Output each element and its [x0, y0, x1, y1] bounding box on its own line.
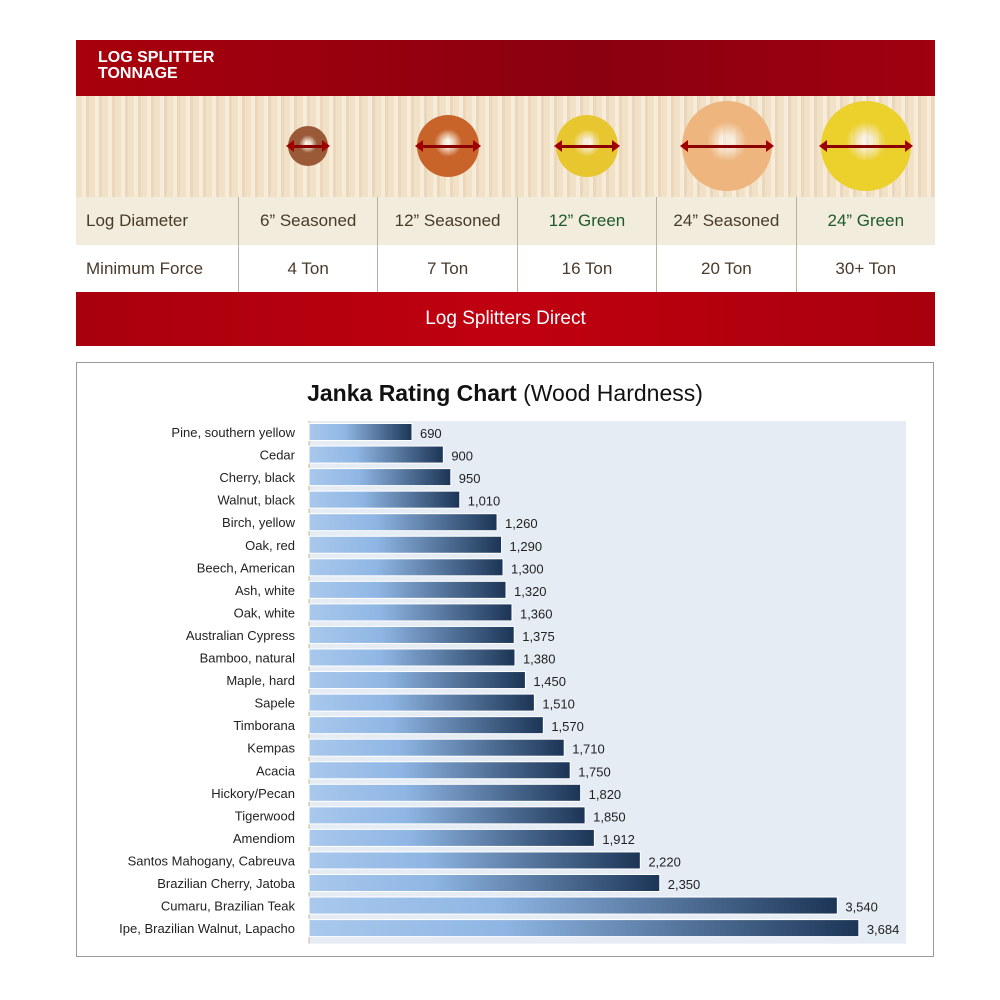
- category-label: Santos Mahogany, Cabreuva: [128, 853, 296, 868]
- category-label: Amendiom: [233, 831, 295, 846]
- data-label: 1,375: [522, 629, 555, 644]
- data-label: 1,010: [468, 494, 501, 509]
- data-label: 1,450: [533, 674, 566, 689]
- diameter-cell: 24” Green: [795, 197, 935, 245]
- category-label: Bamboo, natural: [200, 651, 296, 666]
- category-label: Ipe, Brazilian Walnut, Lapacho: [119, 921, 295, 936]
- chart-title: Janka Rating Chart (Wood Hardness): [77, 380, 933, 407]
- header-line-2: TONNAGE: [98, 65, 178, 82]
- bar: [308, 558, 504, 577]
- log-splitter-tonnage-panel: LOG SPLITTER TONNAGE Log Diameter 6” Sea…: [76, 40, 935, 346]
- bar: [308, 738, 565, 757]
- bar: [308, 423, 413, 441]
- data-label: 1,750: [578, 764, 611, 779]
- data-label: 2,220: [648, 854, 681, 869]
- category-label: Oak, white: [234, 605, 295, 620]
- data-label: 950: [459, 471, 481, 486]
- row-label-diameter: Log Diameter: [86, 211, 189, 230]
- category-label: Ash, white: [235, 583, 295, 598]
- bar: [308, 919, 860, 938]
- data-label: 1,260: [505, 516, 538, 531]
- force-cell: 16 Ton: [516, 245, 656, 292]
- bar: [308, 625, 515, 644]
- category-label: Cedar: [260, 448, 296, 463]
- data-label: 1,360: [520, 606, 553, 621]
- category-label: Sapele: [255, 696, 295, 711]
- diameter-arrow-icon: [415, 140, 481, 152]
- data-label: 3,540: [845, 900, 878, 915]
- category-label: Birch, yellow: [222, 515, 296, 530]
- data-label: 2,350: [668, 877, 701, 892]
- category-label: Maple, hard: [226, 673, 295, 688]
- bar: [308, 693, 535, 712]
- category-label: Cumaru, Brazilian Teak: [161, 899, 296, 914]
- data-label: 1,570: [551, 719, 584, 734]
- bar: [308, 828, 595, 847]
- data-label: 900: [451, 449, 473, 464]
- force-cell: 7 Ton: [377, 245, 516, 292]
- bar: [308, 851, 641, 870]
- data-label: 690: [420, 426, 442, 441]
- bar: [308, 468, 452, 487]
- category-label: Cherry, black: [219, 470, 295, 485]
- data-label: 1,380: [523, 652, 556, 667]
- bar: [308, 716, 544, 735]
- bar: [308, 761, 571, 780]
- diameter-cell: 24” Seasoned: [656, 197, 795, 245]
- janka-chart: Janka Rating Chart (Wood Hardness) Pine,…: [76, 362, 934, 957]
- diameter-cell: 12” Seasoned: [377, 197, 516, 245]
- bar: [308, 874, 661, 892]
- category-label: Beech, American: [197, 560, 295, 575]
- bar: [308, 671, 526, 690]
- bar-chart-svg: Pine, southern yellow 690 Cedar 900 Cherry, …: [119, 421, 906, 944]
- data-label: 1,290: [510, 539, 543, 554]
- data-label: 1,820: [589, 787, 622, 802]
- bar: [308, 896, 838, 915]
- diameter-arrow-icon: [286, 140, 330, 152]
- data-label: 3,684: [867, 922, 900, 937]
- data-label: 1,850: [593, 809, 626, 824]
- force-cell: 4 Ton: [238, 245, 377, 292]
- diameter-cell: 12” Green: [516, 197, 656, 245]
- bar: [308, 603, 513, 622]
- bar: [308, 806, 586, 825]
- data-label: 1,300: [511, 561, 544, 576]
- tonnage-footer: Log Splitters Direct: [76, 292, 935, 346]
- header-line-1: LOG SPLITTER: [98, 49, 215, 66]
- data-label: 1,510: [542, 697, 575, 712]
- diameter-cell: 6” Seasoned: [238, 197, 377, 245]
- row-label-force: Minimum Force: [86, 258, 204, 278]
- category-label: Walnut, black: [217, 493, 295, 508]
- category-label: Kempas: [247, 741, 295, 756]
- category-label: Brazilian Cherry, Jatoba: [157, 876, 296, 891]
- category-label: Australian Cypress: [186, 628, 296, 643]
- wood-texture-strip: [76, 96, 935, 197]
- bar: [308, 535, 503, 554]
- diameter-arrow-icon: [680, 140, 774, 152]
- bar: [308, 490, 461, 509]
- force-cell: 20 Ton: [656, 245, 795, 292]
- data-label: 1,710: [572, 742, 605, 757]
- category-label: Acacia: [256, 763, 296, 778]
- bar: [308, 580, 507, 599]
- data-label: 1,320: [514, 584, 547, 599]
- chart-title-rest: (Wood Hardness): [523, 380, 703, 406]
- log-diameter-row: Log Diameter 6” Seasoned 12” Seasoned 12…: [76, 197, 935, 246]
- category-label: Oak, red: [245, 538, 295, 553]
- bar: [308, 445, 444, 464]
- bar: [308, 783, 582, 802]
- category-label: Timborana: [233, 718, 295, 733]
- category-label: Hickory/Pecan: [211, 786, 295, 801]
- diameter-arrow-icon: [819, 140, 913, 152]
- category-label: Pine, southern yellow: [171, 425, 295, 440]
- bar: [308, 648, 516, 667]
- data-label: 1,912: [602, 832, 635, 847]
- minimum-force-row: Minimum Force 4 Ton 7 Ton 16 Ton 20 Ton …: [76, 245, 935, 292]
- diameter-arrow-icon: [554, 140, 620, 152]
- tonnage-header: LOG SPLITTER TONNAGE: [76, 40, 935, 96]
- force-cell: 30+ Ton: [795, 245, 935, 292]
- category-label: Tigerwood: [235, 808, 295, 823]
- chart-title-bold: Janka Rating Chart: [307, 380, 517, 406]
- bar: [308, 513, 498, 532]
